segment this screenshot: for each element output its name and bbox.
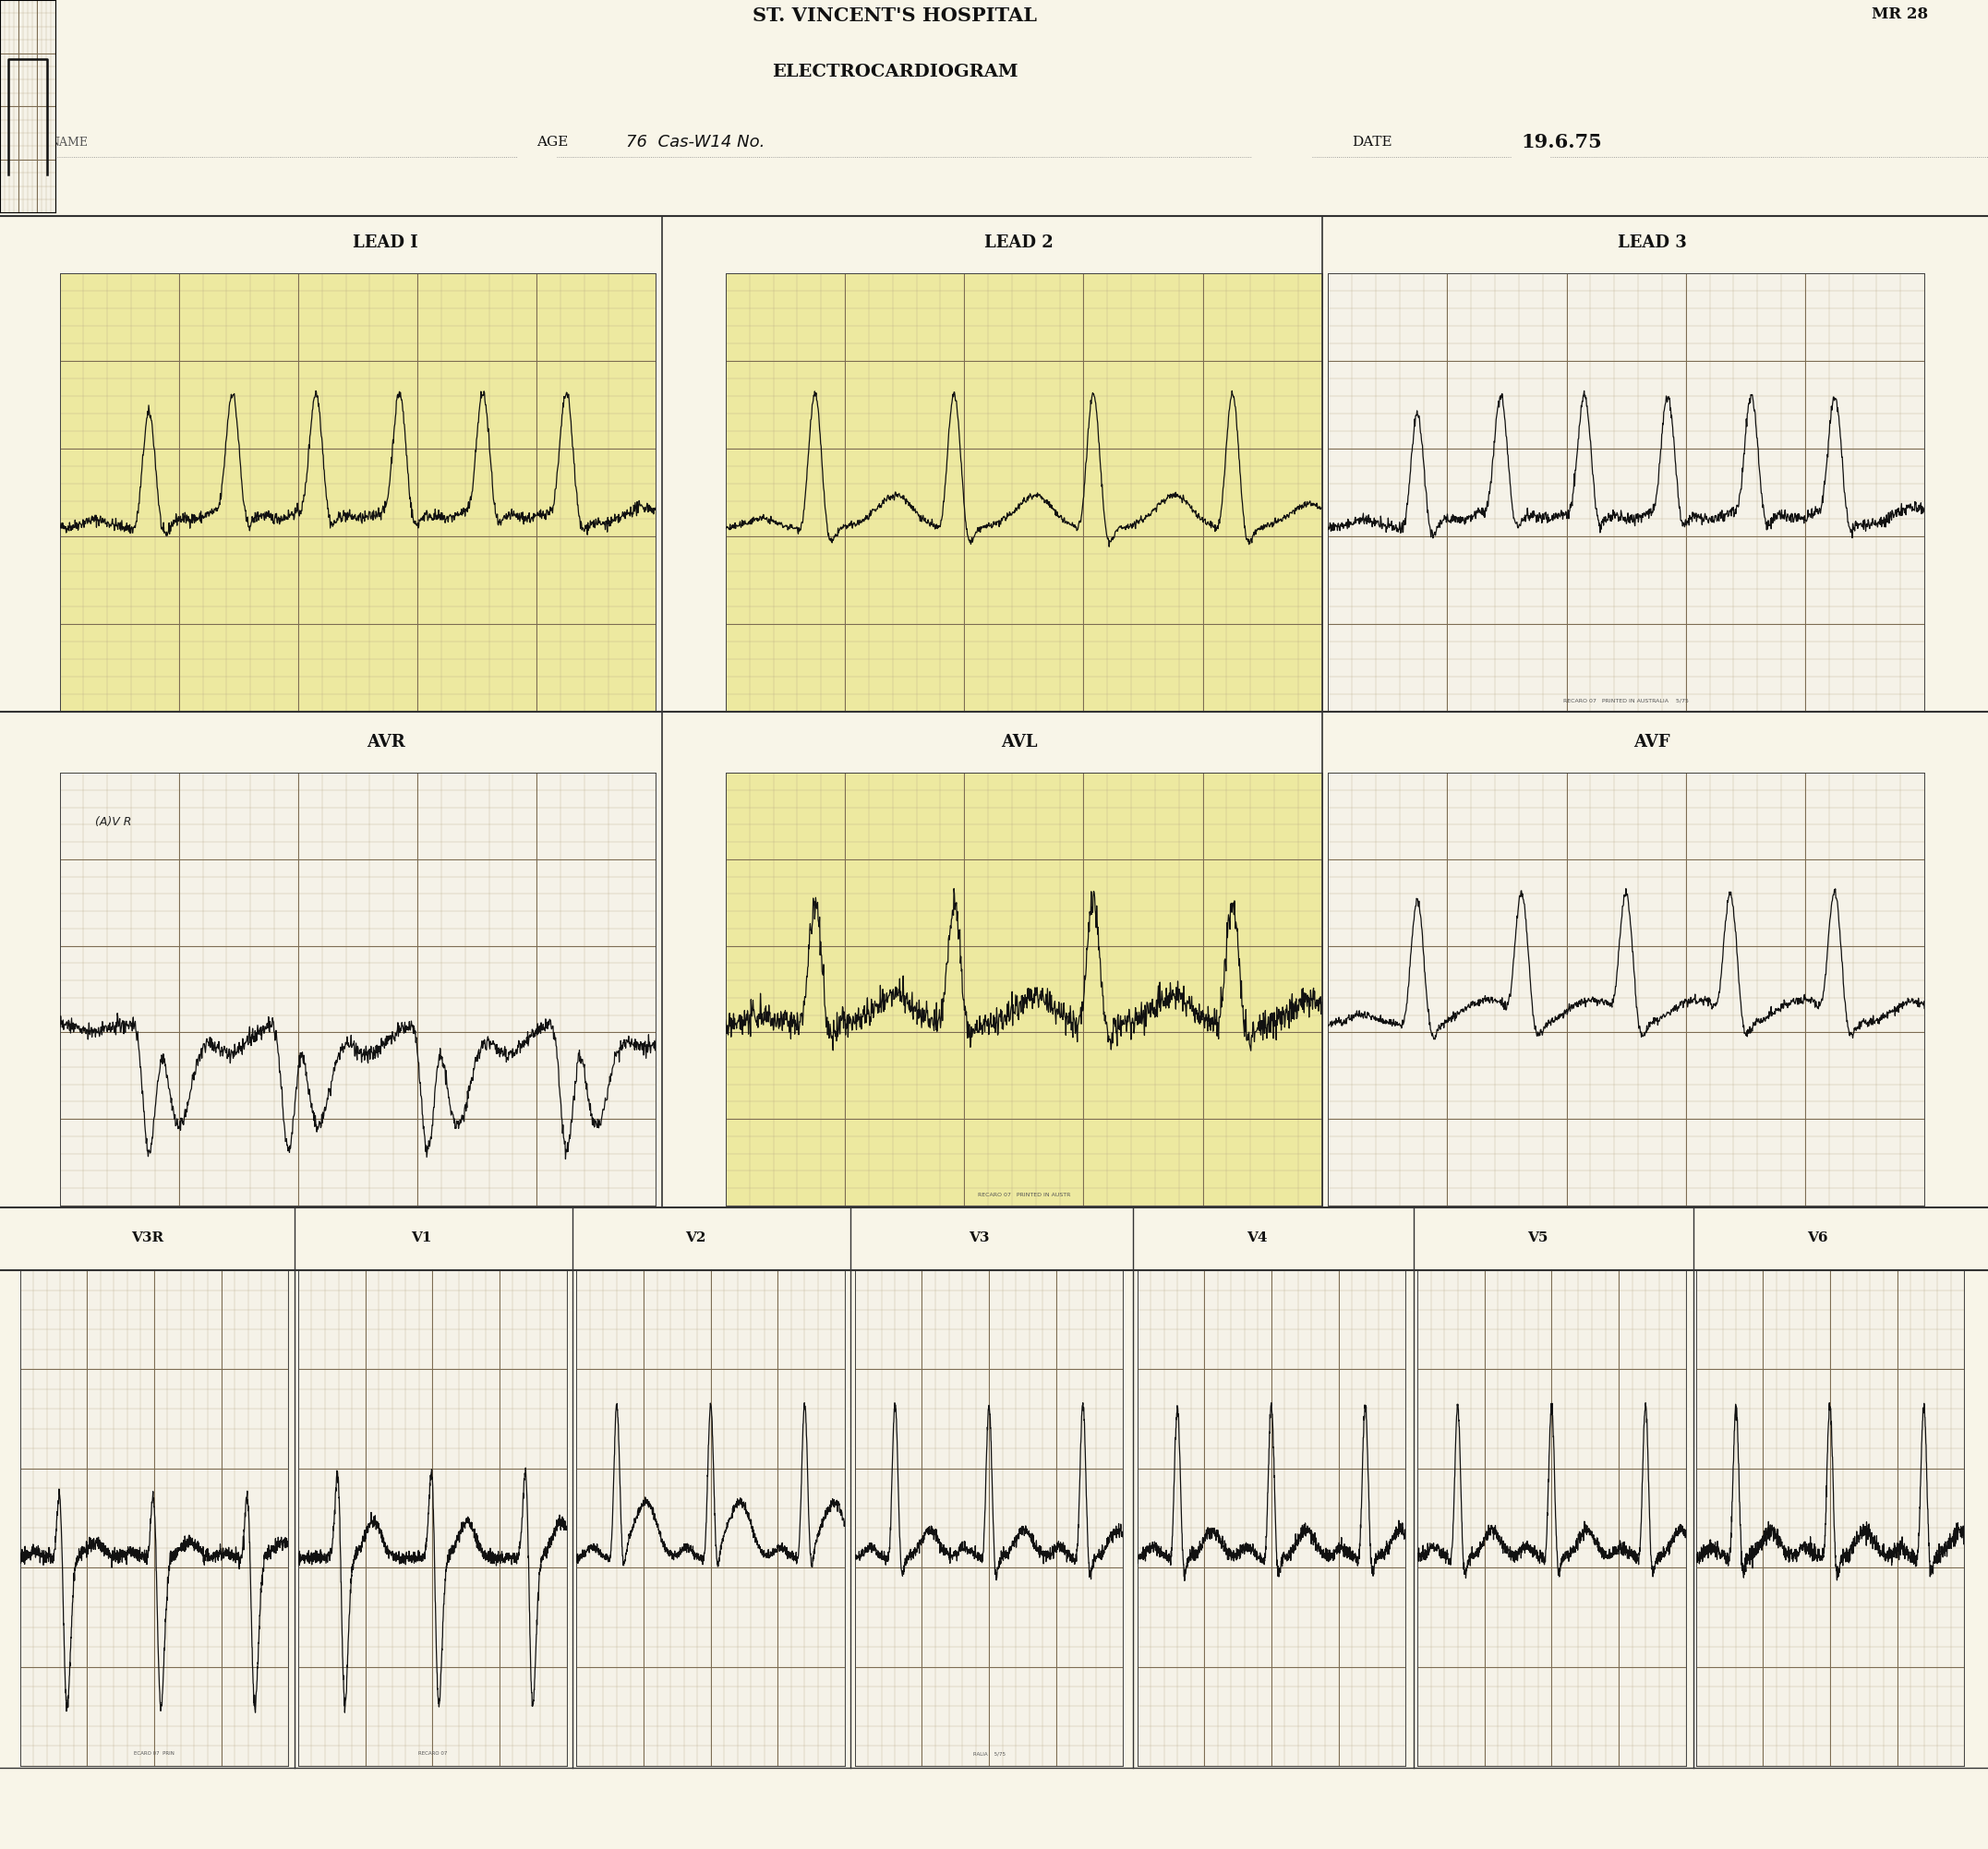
Text: AVL: AVL	[1000, 734, 1038, 751]
Text: 19.6.75: 19.6.75	[1521, 133, 1602, 152]
Text: RECARO 07   PRINTED IN AUSTRALIA    5/75: RECARO 07 PRINTED IN AUSTRALIA 5/75	[1563, 699, 1690, 703]
Text: V1: V1	[412, 1231, 431, 1244]
Text: V6: V6	[1807, 1231, 1827, 1244]
Text: DATE: DATE	[1352, 137, 1392, 150]
Text: V4: V4	[1246, 1231, 1268, 1244]
Text: RALIA    5/75: RALIA 5/75	[972, 1751, 1006, 1757]
Text: LEAD I: LEAD I	[354, 235, 417, 251]
Text: V5: V5	[1527, 1231, 1549, 1244]
Text: RECARO 07: RECARO 07	[417, 1751, 447, 1757]
Text: ECARO 07  PRIN: ECARO 07 PRIN	[133, 1751, 175, 1757]
Text: V3: V3	[968, 1231, 990, 1244]
Text: V2: V2	[686, 1231, 706, 1244]
Text: ELECTROCARDIOGRAM: ELECTROCARDIOGRAM	[771, 63, 1018, 80]
Text: NAME: NAME	[50, 137, 89, 148]
Text: (A)V R: (A)V R	[95, 815, 131, 828]
Text: AVR: AVR	[366, 734, 406, 751]
Text: LEAD 2: LEAD 2	[984, 235, 1054, 251]
Text: 76  Cas-W14 No.: 76 Cas-W14 No.	[626, 135, 765, 152]
Text: AGE: AGE	[537, 137, 569, 150]
Text: LEAD 3: LEAD 3	[1618, 235, 1686, 251]
Text: V3R: V3R	[131, 1231, 163, 1244]
Text: AVF: AVF	[1634, 734, 1670, 751]
Text: MR 28: MR 28	[1873, 6, 1928, 22]
Text: ST. VINCENT'S HOSPITAL: ST. VINCENT'S HOSPITAL	[751, 6, 1038, 24]
Text: RECARO 07   PRINTED IN AUSTR: RECARO 07 PRINTED IN AUSTR	[978, 1193, 1070, 1196]
